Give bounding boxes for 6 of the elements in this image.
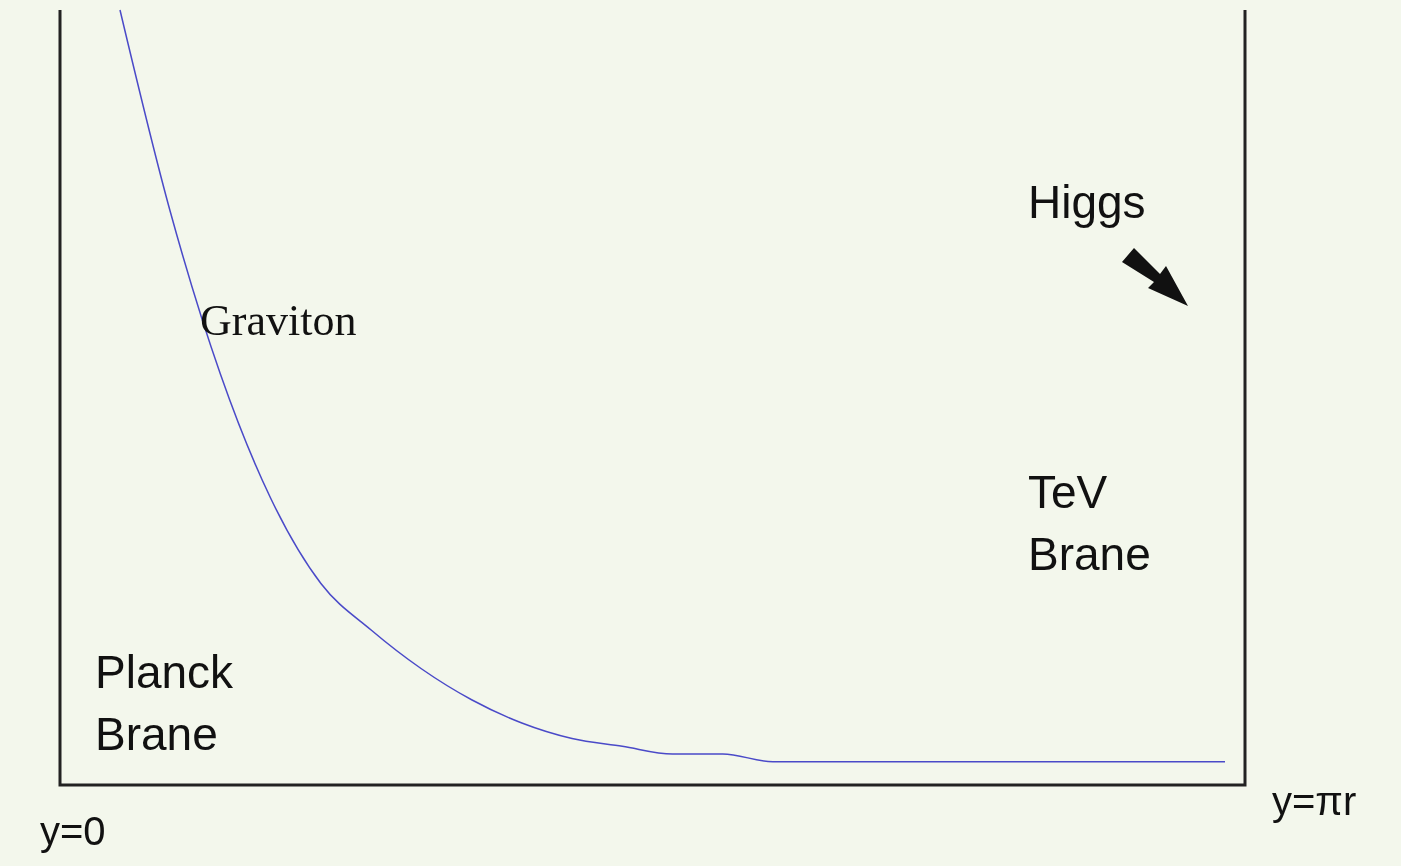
annotation: Planck Brane xyxy=(95,646,235,760)
annotation: Higgs xyxy=(1028,176,1146,228)
text: y=πr xyxy=(1272,779,1357,823)
annotation: TeV Brane xyxy=(1028,466,1151,580)
annotation: Graviton xyxy=(200,296,357,345)
text: y=0 xyxy=(40,809,106,853)
